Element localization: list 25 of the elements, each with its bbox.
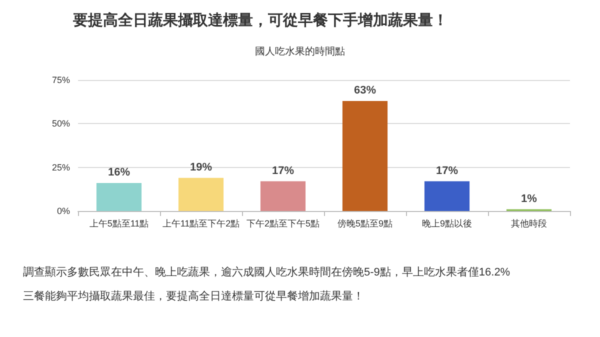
y-tick-label: 75%	[52, 75, 70, 85]
data-label: 19%	[190, 161, 212, 174]
y-tick-label: 0%	[56, 206, 70, 216]
text: 調查顯示多數民眾在中午、晚上吃蔬果，逾六成國人吃水果時間在傍晚5-9點，早上吃水果者僅16.2%	[23, 266, 510, 278]
bar	[260, 181, 306, 211]
chart-subtitle: 國人吃水果的時間點	[255, 46, 345, 58]
data-label: 16%	[108, 166, 130, 179]
bar	[424, 181, 470, 211]
data-label: 17%	[436, 164, 458, 177]
data-label: 17%	[272, 164, 294, 177]
x-tick-label: 上午5點至11點	[89, 218, 149, 228]
x-tick-label: 晚上9點以後	[422, 218, 472, 228]
x-tick-label: 傍晚5點至9點	[337, 218, 393, 228]
bar	[178, 178, 224, 211]
chart-title: 要提高全日蔬果攝取達標量，可從早餐下手增加蔬果量！	[72, 11, 448, 29]
text: 三餐能夠平均攝取蔬果最佳，要提高全日達標量可從早餐增加蔬果量！	[23, 290, 364, 302]
data-label: 63%	[354, 84, 376, 96]
x-tick-label: 其他時段	[511, 218, 547, 228]
y-tick-label: 25%	[52, 162, 70, 172]
x-tick-label: 上午11點至下午2點	[162, 218, 240, 228]
bar	[96, 183, 142, 211]
data-label: 1%	[521, 192, 538, 205]
x-tick-label: 下午2點至下午5點	[246, 218, 320, 228]
y-tick-label: 50%	[52, 118, 70, 129]
bar	[342, 100, 388, 211]
